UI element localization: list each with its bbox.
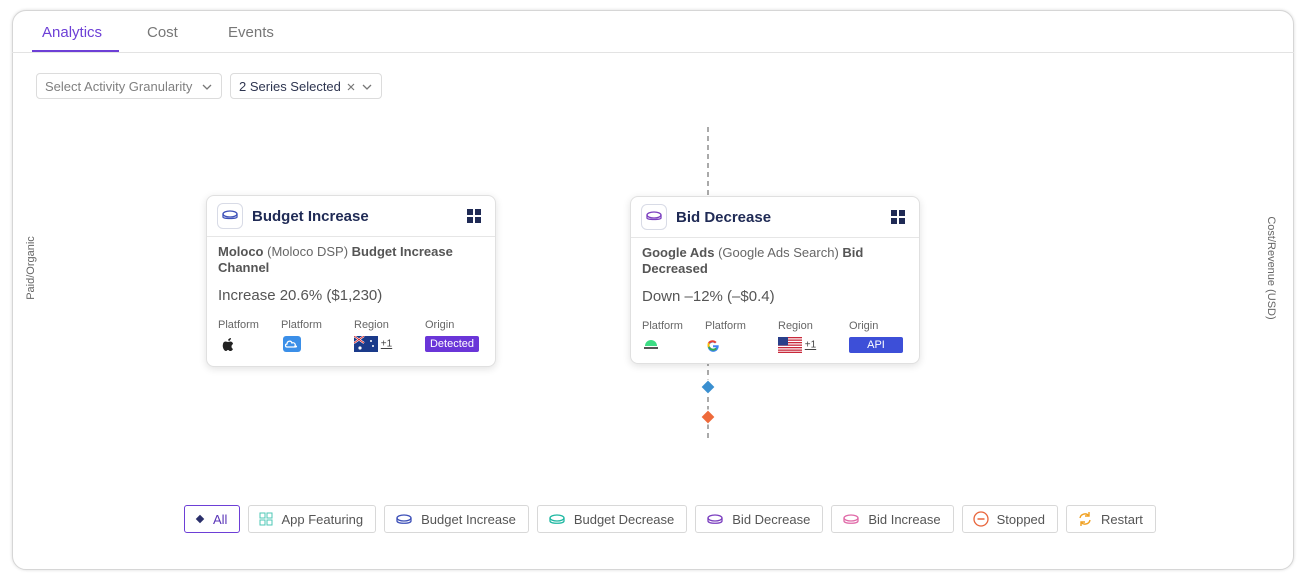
region: +1 xyxy=(778,337,816,353)
legend-text: Bid Decrease xyxy=(732,511,811,527)
legend-button[interactable]: Stopped xyxy=(961,505,1059,533)
dropdown[interactable]: Select Activity Granularity xyxy=(36,73,222,99)
tab[interactable]: Cost xyxy=(147,24,178,41)
tooltip-change: Increase 20.6% ($1,230) xyxy=(218,287,383,304)
grid-icon[interactable] xyxy=(467,209,481,223)
legend-text: App Featuring xyxy=(281,511,364,527)
field-label: Platform xyxy=(705,320,746,332)
legend-button[interactable]: Restart xyxy=(1066,505,1156,533)
legend-button[interactable]: Budget Increase xyxy=(384,505,529,533)
legend-icon xyxy=(549,514,565,524)
separator xyxy=(12,52,1294,53)
legend-icon xyxy=(843,514,859,524)
legend-text: Budget Decrease xyxy=(573,511,675,527)
field-label: Platform xyxy=(218,319,259,331)
tab[interactable]: Analytics xyxy=(42,24,103,41)
legend-icon xyxy=(259,512,273,526)
tooltip-title: Bid Decrease xyxy=(676,209,772,226)
region-extra: +1 xyxy=(380,338,393,350)
legend-button[interactable]: Bid Increase xyxy=(831,505,954,533)
event-icon xyxy=(217,203,243,229)
legend-text: Stopped xyxy=(996,511,1046,527)
cloud-icon xyxy=(283,336,301,355)
tooltip-header: Budget Increase xyxy=(207,196,495,237)
action: Bid Decreased xyxy=(642,245,864,276)
legend-icon xyxy=(195,514,205,524)
tooltip-description: Google Ads (Google Ads Search) Bid Decre… xyxy=(642,245,892,277)
tooltip: Budget Increase Moloco (Moloco DSP) Budg… xyxy=(206,195,496,367)
legend-text: All xyxy=(213,511,228,527)
field-label: Region xyxy=(778,320,813,332)
tooltip-change: Down –12% (–$0.4) xyxy=(642,288,775,305)
legend-icon xyxy=(972,511,989,527)
tooltip: Bid Decrease Google Ads (Google Ads Sear… xyxy=(630,196,920,364)
dropdown[interactable]: 2 Series Selected xyxy=(230,73,382,99)
hover-point xyxy=(700,409,716,425)
legend-text: Bid Increase xyxy=(868,511,941,527)
tooltip-title: Budget Increase xyxy=(252,208,369,225)
legend-text: Budget Increase xyxy=(421,511,516,527)
origin-badge: API xyxy=(849,337,903,353)
source: Moloco xyxy=(218,244,264,259)
chevron xyxy=(202,84,212,90)
y-axis-title: Paid/Organic xyxy=(25,236,37,300)
event-icon xyxy=(641,204,667,230)
source-detail: (Google Ads Search) xyxy=(718,245,839,260)
legend-icon xyxy=(396,514,412,524)
region-extra: +1 xyxy=(804,339,817,351)
field-label: Origin xyxy=(425,319,455,331)
action: Budget Increase Channel xyxy=(218,244,453,275)
legend-text: Restart xyxy=(1101,511,1143,527)
origin: API xyxy=(849,337,903,353)
tooltip-header: Bid Decrease xyxy=(631,197,919,238)
legend-button[interactable]: Budget Decrease xyxy=(536,505,688,533)
tab[interactable]: Events xyxy=(228,24,274,41)
hover-point xyxy=(700,379,716,395)
chevron xyxy=(362,84,372,90)
field-label: Platform xyxy=(642,320,683,332)
region: +1 xyxy=(353,335,393,352)
legend-icon xyxy=(707,514,723,524)
legend-button[interactable]: Bid Decrease xyxy=(695,505,824,533)
grid-icon[interactable] xyxy=(891,210,905,224)
y2-axis-title: Cost/Revenue (USD) xyxy=(1265,216,1277,319)
dropdown-text: Select Activity Granularity xyxy=(45,79,193,94)
source: Google Ads xyxy=(642,245,715,260)
origin: Detected xyxy=(425,336,479,352)
origin-badge: Detected xyxy=(425,336,479,352)
field-label: Region xyxy=(354,319,389,331)
tab-underline xyxy=(32,50,119,52)
apple-icon xyxy=(221,336,235,354)
legend-button[interactable]: App Featuring xyxy=(248,505,377,533)
dropdown-text: 2 Series Selected xyxy=(239,79,341,94)
clear-icon[interactable] xyxy=(346,82,356,92)
legend-icon xyxy=(1079,512,1091,526)
google-icon xyxy=(705,337,721,356)
android-icon xyxy=(642,337,660,354)
legend-button[interactable]: All xyxy=(184,505,241,533)
field-label: Platform xyxy=(281,319,322,331)
field-label: Origin xyxy=(849,320,879,332)
legend: All App Featuring Budget Increase Budget… xyxy=(184,505,1156,533)
source-detail: (Moloco DSP) xyxy=(267,244,349,259)
tooltip-description: Moloco (Moloco DSP) Budget Increase Chan… xyxy=(218,244,468,276)
